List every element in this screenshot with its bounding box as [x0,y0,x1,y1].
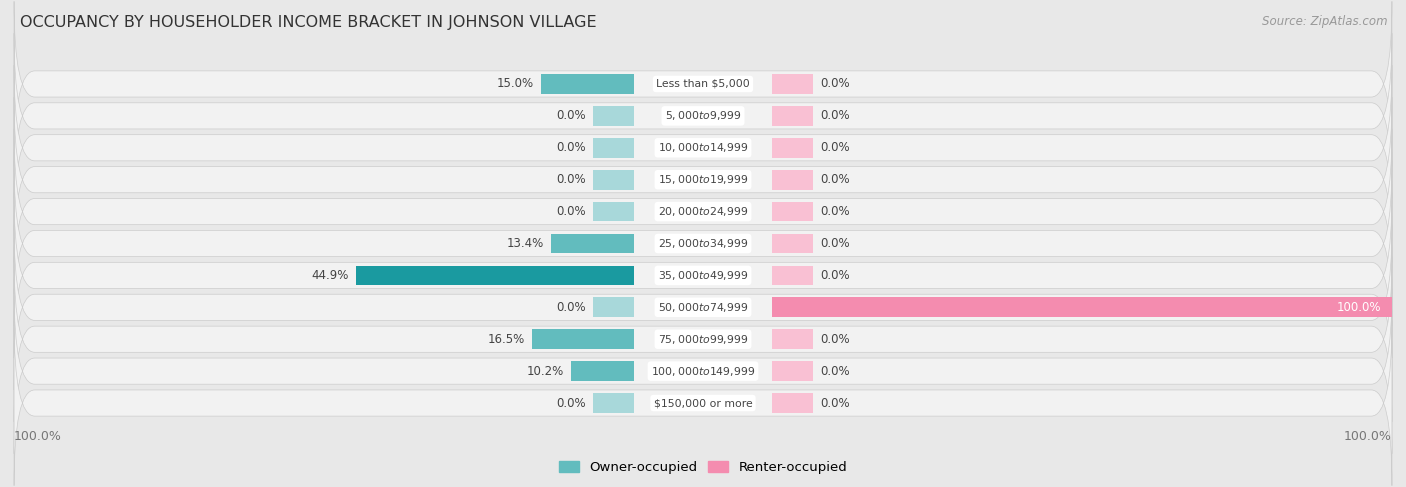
FancyBboxPatch shape [14,1,1392,167]
Bar [593,170,634,189]
FancyBboxPatch shape [14,225,1392,390]
Bar [772,74,813,94]
Bar [772,393,813,413]
Text: $5,000 to $9,999: $5,000 to $9,999 [665,110,741,122]
Text: $75,000 to $99,999: $75,000 to $99,999 [658,333,748,346]
Text: 0.0%: 0.0% [557,173,586,186]
Text: 0.0%: 0.0% [820,77,849,91]
Text: $10,000 to $14,999: $10,000 to $14,999 [658,141,748,154]
Bar [772,298,1392,317]
Bar [772,202,813,222]
Text: $100,000 to $149,999: $100,000 to $149,999 [651,365,755,377]
Legend: Owner-occupied, Renter-occupied: Owner-occupied, Renter-occupied [554,455,852,479]
Text: $25,000 to $34,999: $25,000 to $34,999 [658,237,748,250]
Bar [772,170,813,189]
Text: $50,000 to $74,999: $50,000 to $74,999 [658,301,748,314]
Text: 0.0%: 0.0% [557,110,586,122]
Bar [772,329,813,349]
Text: 0.0%: 0.0% [557,396,586,410]
Bar [593,298,634,317]
Bar [593,106,634,126]
Bar [772,106,813,126]
Text: Source: ZipAtlas.com: Source: ZipAtlas.com [1263,15,1388,28]
Bar [531,329,634,349]
FancyBboxPatch shape [14,193,1392,358]
Text: 100.0%: 100.0% [1337,301,1382,314]
Text: 0.0%: 0.0% [557,141,586,154]
FancyBboxPatch shape [14,129,1392,294]
Bar [772,234,813,253]
Bar [772,361,813,381]
Text: 0.0%: 0.0% [820,173,849,186]
Bar [593,202,634,222]
Text: 13.4%: 13.4% [508,237,544,250]
Text: 0.0%: 0.0% [557,301,586,314]
Bar [571,361,634,381]
Text: 0.0%: 0.0% [557,205,586,218]
Text: OCCUPANCY BY HOUSEHOLDER INCOME BRACKET IN JOHNSON VILLAGE: OCCUPANCY BY HOUSEHOLDER INCOME BRACKET … [20,15,596,30]
FancyBboxPatch shape [14,320,1392,486]
FancyBboxPatch shape [14,65,1392,230]
FancyBboxPatch shape [14,288,1392,454]
Text: Less than $5,000: Less than $5,000 [657,79,749,89]
Text: 0.0%: 0.0% [820,205,849,218]
Text: 100.0%: 100.0% [14,430,62,443]
Text: $15,000 to $19,999: $15,000 to $19,999 [658,173,748,186]
Bar [356,265,634,285]
FancyBboxPatch shape [14,257,1392,422]
Text: $35,000 to $49,999: $35,000 to $49,999 [658,269,748,282]
Text: 100.0%: 100.0% [1344,430,1392,443]
Bar [593,138,634,158]
Text: 0.0%: 0.0% [820,333,849,346]
Bar [772,138,813,158]
Text: $150,000 or more: $150,000 or more [654,398,752,408]
Text: 16.5%: 16.5% [488,333,524,346]
Text: 0.0%: 0.0% [820,237,849,250]
Text: 44.9%: 44.9% [312,269,349,282]
FancyBboxPatch shape [14,97,1392,262]
FancyBboxPatch shape [14,161,1392,326]
Text: 10.2%: 10.2% [527,365,564,377]
Text: 0.0%: 0.0% [820,110,849,122]
Text: 0.0%: 0.0% [820,396,849,410]
Text: 0.0%: 0.0% [820,269,849,282]
Text: 0.0%: 0.0% [820,365,849,377]
Bar [541,74,634,94]
Text: 15.0%: 15.0% [498,77,534,91]
Text: $20,000 to $24,999: $20,000 to $24,999 [658,205,748,218]
Bar [593,393,634,413]
Text: 0.0%: 0.0% [820,141,849,154]
Bar [772,265,813,285]
FancyBboxPatch shape [14,33,1392,199]
Bar [551,234,634,253]
